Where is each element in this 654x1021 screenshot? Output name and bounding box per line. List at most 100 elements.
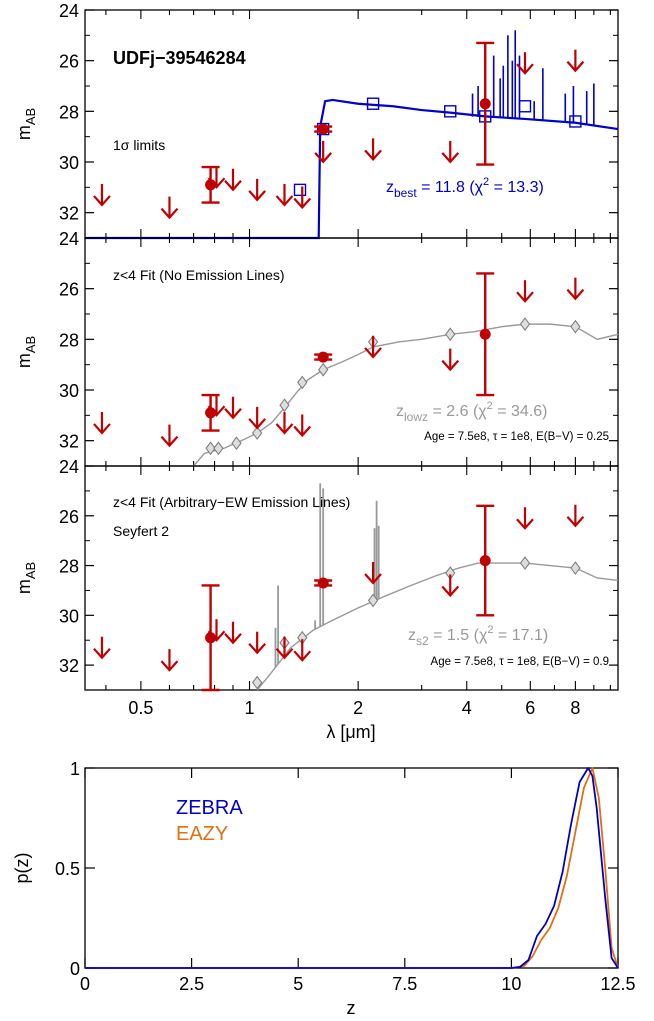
model-diamond	[213, 441, 224, 456]
lowz-model-curve	[193, 323, 619, 467]
detection	[314, 123, 333, 135]
top-panel: 24 26 28 30 32	[59, 1, 619, 240]
y-tick-label: 32	[59, 432, 79, 452]
bottom-fit-sub: s2	[416, 634, 429, 648]
upper-limit	[224, 168, 242, 192]
model-box	[293, 183, 307, 197]
x-tick-label: 4	[462, 698, 472, 718]
bottom-fit-sup: 2	[487, 624, 493, 636]
bottom-fit-end: = 17.1)	[493, 627, 548, 644]
middle-panel-model	[193, 323, 619, 467]
pz-xlabel: z	[347, 998, 356, 1018]
middle-params: Age = 7.5e8, τ = 1e8, E(B−V) = 0.25	[424, 431, 609, 443]
upper-limit	[93, 183, 111, 207]
top-ylabel: mAB	[14, 108, 38, 140]
upper-limit-head	[160, 207, 179, 220]
model-diamond	[570, 561, 581, 575]
upper-limit	[441, 348, 460, 372]
model-diamond	[519, 317, 531, 331]
upper-limit-head	[160, 435, 179, 448]
middle-fit-sup: 2	[487, 400, 493, 412]
bottom-panel-subtitle: Seyfert 2	[113, 523, 169, 539]
detection	[476, 504, 495, 617]
upper-limit	[248, 631, 266, 655]
pz-x-tick-label: 7.5	[392, 974, 417, 994]
upper-limit	[160, 196, 179, 220]
upper-limit	[248, 406, 266, 430]
model-diamond	[318, 362, 329, 377]
upper-limit	[516, 52, 534, 75]
top-fit-sup: 2	[483, 176, 489, 188]
top-panel-frame	[84, 9, 619, 239]
upper-limit-head	[364, 573, 382, 585]
pz-lines	[85, 767, 619, 969]
y-tick-label: 30	[59, 153, 79, 173]
upper-limit-head	[516, 518, 534, 530]
y-tick-label: 24	[59, 229, 79, 249]
model-diamond	[367, 593, 379, 608]
bottom-params: Age = 7.5e8, τ = 1e8, E(B−V) = 0.9	[431, 656, 609, 668]
upper-limit	[364, 138, 382, 161]
x-tick-label: 0.5	[128, 698, 153, 718]
upper-limit	[93, 636, 111, 660]
middle-ylabel-sub: AB	[23, 336, 38, 353]
upper-limit	[160, 649, 179, 672]
middle-fit-rest: = 2.6 (χ	[428, 403, 487, 420]
upper-limit	[364, 562, 382, 585]
upper-limit-head	[314, 152, 332, 164]
pz-x-tick-label: 10	[501, 974, 521, 994]
y-tick-label: 26	[59, 280, 79, 300]
middle-panel-marks	[93, 272, 585, 456]
pz-x-tick-label: 0	[80, 974, 90, 994]
model-diamond	[252, 675, 263, 690]
model-diamond	[570, 319, 581, 334]
top-ylabel-main: m	[14, 125, 34, 140]
pz-panel: 0 2.5 5 7.5 10 12.5 0 0.5 1	[55, 759, 636, 994]
upper-limit	[293, 186, 312, 210]
bottom-panel-marks	[93, 504, 585, 692]
upper-limit	[248, 178, 266, 202]
detection	[476, 272, 495, 397]
detection	[201, 584, 220, 692]
upper-limit-head	[364, 347, 382, 359]
upper-limit	[441, 140, 460, 164]
model-box	[444, 105, 457, 118]
pz-series-eazy	[85, 767, 619, 969]
top-fit-label: zbest = 11.8 (χ2 = 13.3)	[386, 176, 544, 200]
model-diamond	[519, 556, 531, 570]
upper-limit	[224, 621, 242, 645]
model-box	[569, 115, 582, 128]
upper-limit-head	[441, 152, 460, 164]
upper-limit-head	[93, 195, 111, 207]
upper-limit	[516, 507, 534, 530]
bottom-fit-prefix: z	[408, 627, 416, 644]
top-fit-prefix: z	[386, 179, 394, 196]
upper-limit-head	[566, 60, 585, 73]
y-tick-label: 30	[59, 606, 79, 626]
middle-panel-title: z<4 Fit (No Emission Lines)	[113, 267, 285, 283]
model-diamond	[297, 375, 308, 390]
pz-legend-zebra: ZEBRA	[176, 797, 243, 819]
x-tick-label: 2	[353, 698, 363, 718]
upper-limit-head	[224, 633, 242, 645]
upper-limit-head	[441, 359, 460, 372]
y-tick-label: 26	[59, 507, 79, 527]
detection-point	[317, 351, 329, 363]
detection	[314, 351, 333, 363]
middle-fit-label: zlowz = 2.6 (χ2 = 34.6)	[396, 400, 548, 424]
upper-limit	[566, 49, 585, 73]
upper-limit-head	[516, 291, 534, 303]
y-tick-label: 26	[59, 52, 79, 72]
model-box	[366, 97, 380, 110]
upper-limit-head	[275, 647, 294, 660]
detection	[201, 393, 220, 432]
upper-limit	[566, 504, 585, 528]
object-name: UDFj−39546284	[113, 48, 246, 68]
y-tick-label: 24	[59, 1, 79, 21]
upper-limit	[364, 335, 382, 359]
detection	[314, 577, 333, 589]
pz-series-zebra	[85, 767, 619, 969]
upper-limit	[566, 277, 585, 301]
